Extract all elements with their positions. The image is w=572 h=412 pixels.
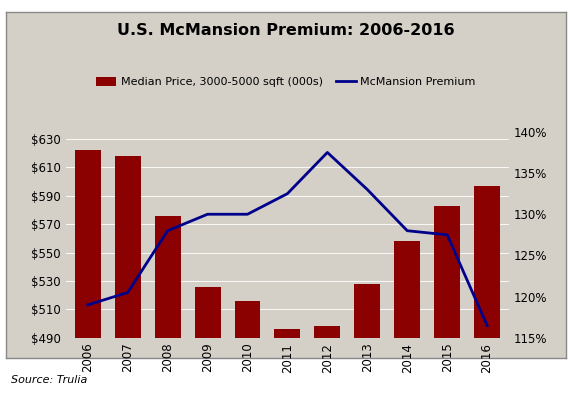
Bar: [474, 186, 500, 412]
Bar: [275, 329, 300, 412]
Bar: [75, 150, 101, 412]
Bar: [315, 326, 340, 412]
Bar: [115, 156, 141, 412]
Bar: [354, 284, 380, 412]
Bar: [235, 301, 260, 412]
Bar: [154, 215, 181, 412]
Bar: [394, 241, 420, 412]
Bar: [194, 287, 221, 412]
Bar: [434, 206, 460, 412]
Legend: Median Price, 3000-5000 sqft (000s), McMansion Premium: Median Price, 3000-5000 sqft (000s), McM…: [96, 77, 476, 87]
Text: U.S. McMansion Premium: 2006-2016: U.S. McMansion Premium: 2006-2016: [117, 23, 455, 38]
Text: Source: Trulia: Source: Trulia: [11, 375, 88, 385]
